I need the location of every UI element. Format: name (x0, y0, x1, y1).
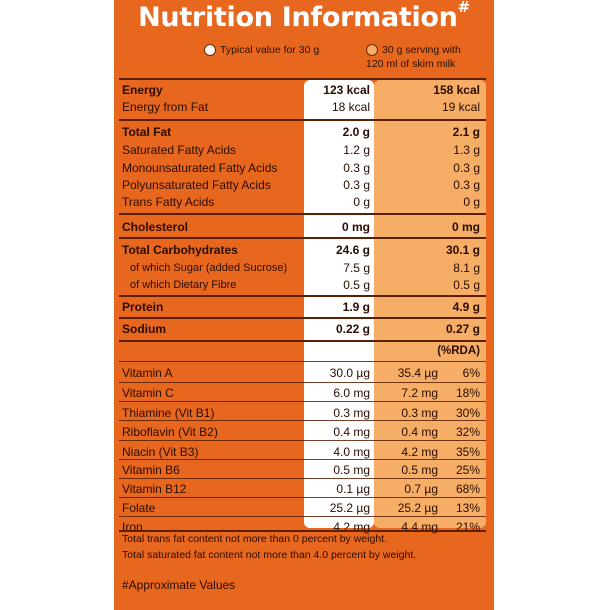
divider (119, 516, 486, 517)
saturated-fat-note: Total saturated fat content not more tha… (122, 549, 417, 561)
table-row: Vitamin C 6.0 mg 7.2 mg 18% (122, 386, 480, 400)
typical-value-dot-icon (204, 44, 216, 56)
nutrition-panel: Nutrition Information# Typical value for… (114, 0, 494, 610)
table-row: Energy 123 kcal 158 kcal (122, 83, 480, 97)
divider (119, 317, 486, 319)
table-row: Niacin (Vit B3) 4.0 mg 4.2 mg 35% (122, 445, 480, 459)
divider (119, 295, 486, 297)
table-row: Sodium 0.22 g 0.27 g (122, 322, 480, 336)
divider (119, 478, 486, 479)
table-row: of which Sugar (added Sucrose) 7.5 g 8.1 g (130, 261, 480, 275)
legend-typical-value: Typical value for 30 g (220, 44, 320, 56)
trans-fat-note: Total trans fat content not more than 0 … (122, 533, 387, 545)
table-row: Cholesterol 0 mg 0 mg (122, 220, 480, 234)
divider (119, 530, 486, 532)
table-row: Saturated Fatty Acids 1.2 g 1.3 g (122, 143, 480, 157)
table-row: Vitamin A 30.0 µg 35.4 µg 6% (122, 366, 480, 380)
table-row: Folate 25.2 µg 25.2 µg 13% (122, 501, 480, 515)
divider (119, 497, 486, 498)
table-row: Total Carbohydrates 24.6 g 30.1 g (122, 243, 480, 257)
legend-serving-line2: 120 ml of skim milk (366, 58, 456, 70)
table-row: Polyunsaturated Fatty Acids 0.3 g 0.3 g (122, 178, 480, 192)
legend-serving-line1: 30 g serving with (382, 44, 461, 56)
table-row: Vitamin B6 0.5 mg 0.5 mg 25% (122, 463, 480, 477)
table-row: Monounsaturated Fatty Acids 0.3 g 0.3 g (122, 161, 480, 175)
typical-value-column (304, 80, 374, 528)
divider (119, 401, 486, 402)
divider (119, 237, 486, 239)
divider (119, 382, 486, 383)
divider (119, 78, 486, 80)
serving-column (374, 80, 486, 528)
table-row: Riboflavin (Vit B2) 0.4 mg 0.4 mg 32% (122, 425, 480, 439)
table-row: Total Fat 2.0 g 2.1 g (122, 125, 480, 139)
divider (119, 213, 486, 215)
divider (119, 459, 486, 460)
table-row: Protein 1.9 g 4.9 g (122, 300, 480, 314)
divider (119, 361, 486, 362)
divider (119, 440, 486, 441)
table-row: Vitamin B12 0.1 µg 0.7 µg 68% (122, 482, 480, 496)
table-row: Thiamine (Vit B1) 0.3 mg 0.3 mg 30% (122, 406, 480, 420)
approximate-values-note: #Approximate Values (122, 578, 236, 592)
rda-header: (%RDA) (437, 345, 480, 357)
table-row: Energy from Fat 18 kcal 19 kcal (122, 100, 480, 114)
page-title: Nutrition Information# (138, 0, 470, 33)
divider (119, 340, 486, 342)
table-row: of which Dietary Fibre 0.5 g 0.5 g (130, 278, 480, 292)
serving-dot-icon (366, 44, 378, 56)
divider (119, 420, 486, 421)
divider (119, 119, 486, 121)
